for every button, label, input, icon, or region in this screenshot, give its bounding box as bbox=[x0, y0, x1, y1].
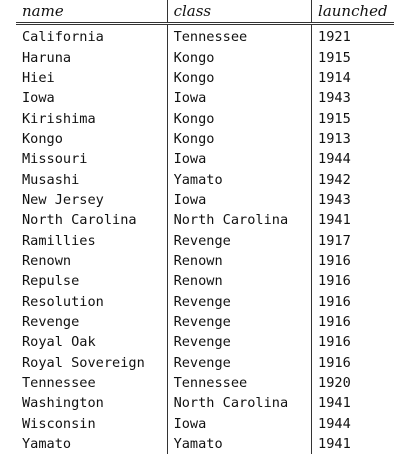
cell-launched: 1915 bbox=[311, 47, 394, 68]
cell-launched: 1917 bbox=[311, 230, 394, 251]
cell-launched: 1944 bbox=[311, 149, 394, 170]
table-row: Ramillies Revenge 1917 bbox=[16, 230, 394, 251]
column-header-name: name bbox=[22, 2, 64, 20]
cell-name: Hiei bbox=[22, 69, 55, 86]
cell-class: Renown bbox=[166, 271, 312, 292]
table-row: Renown Renown 1916 bbox=[16, 250, 394, 272]
column-header-launched: launched bbox=[311, 0, 394, 24]
cell-name: Musashi bbox=[22, 171, 80, 188]
cell-launched: 1941 bbox=[311, 393, 394, 414]
table-body: California Tennessee 1921 Haruna Kongo 1915 Hi… bbox=[16, 23, 394, 455]
cell-name: Kirishima bbox=[22, 110, 96, 127]
cell-class: Kongo bbox=[166, 128, 312, 150]
table-row: Royal Sovereign Revenge 1916 bbox=[16, 352, 394, 373]
cell-class: Renown bbox=[166, 250, 312, 272]
cell-class: Revenge bbox=[166, 352, 312, 373]
table-row: Tennessee Tennessee 1920 bbox=[16, 372, 394, 394]
cell-name: Tennessee bbox=[22, 375, 96, 392]
cell-name: Yamato bbox=[22, 436, 72, 453]
cell-name: Haruna bbox=[22, 49, 72, 66]
table-row: California Tennessee 1921 bbox=[16, 23, 394, 48]
cell-launched: 1915 bbox=[311, 108, 394, 129]
cell-name: Repulse bbox=[22, 273, 80, 290]
cell-class: North Carolina bbox=[166, 210, 312, 231]
table-row: North Carolina North Carolina 1941 bbox=[16, 210, 394, 231]
cell-launched: 1921 bbox=[311, 23, 394, 48]
cell-name: Royal Oak bbox=[22, 334, 96, 351]
cell-name: New Jersey bbox=[22, 191, 104, 208]
cell-name: Wisconsin bbox=[22, 415, 96, 432]
cell-name: Missouri bbox=[22, 151, 88, 168]
table-row: Repulse Renown 1916 bbox=[16, 271, 394, 292]
cell-class: Tennessee bbox=[166, 23, 312, 48]
cell-class: Iowa bbox=[166, 149, 312, 170]
cell-class: Kongo bbox=[166, 108, 312, 129]
cell-launched: 1916 bbox=[311, 332, 394, 353]
cell-name: Ramillies bbox=[22, 232, 96, 249]
cell-launched: 1944 bbox=[311, 413, 394, 434]
cell-name: Iowa bbox=[22, 90, 55, 107]
cell-class: Kongo bbox=[166, 47, 312, 68]
cell-name: Renown bbox=[22, 252, 72, 269]
table-row: Washington North Carolina 1941 bbox=[16, 393, 394, 414]
cell-launched: 1914 bbox=[311, 67, 394, 89]
cell-name: Revenge bbox=[22, 313, 80, 330]
ships-table: name class launched California Tennessee 1… bbox=[16, 0, 394, 455]
cell-name: Washington bbox=[22, 395, 104, 412]
cell-launched: 1941 bbox=[311, 433, 394, 455]
cell-name: Kongo bbox=[22, 130, 63, 147]
cell-name: Royal Sovereign bbox=[22, 354, 145, 371]
cell-launched: 1943 bbox=[311, 189, 394, 211]
table-row: New Jersey Iowa 1943 bbox=[16, 189, 394, 211]
cell-launched: 1916 bbox=[311, 271, 394, 292]
cell-launched: 1920 bbox=[311, 372, 394, 394]
table-header: name class launched bbox=[16, 0, 394, 24]
cell-class: Yamato bbox=[166, 433, 312, 455]
cell-class: Revenge bbox=[166, 291, 312, 312]
cell-name: Resolution bbox=[22, 293, 104, 310]
cell-launched: 1916 bbox=[311, 352, 394, 373]
cell-class: Revenge bbox=[166, 230, 312, 251]
table-row: Hiei Kongo 1914 bbox=[16, 67, 394, 89]
table-row: Yamato Yamato 1941 bbox=[16, 433, 394, 455]
cell-launched: 1916 bbox=[311, 311, 394, 333]
table-row: Iowa Iowa 1943 bbox=[16, 88, 394, 109]
cell-class: Revenge bbox=[166, 332, 312, 353]
cell-launched: 1943 bbox=[311, 88, 394, 109]
cell-class: Tennessee bbox=[166, 372, 312, 394]
cell-name: California bbox=[22, 29, 104, 46]
cell-class: Revenge bbox=[166, 311, 312, 333]
cell-launched: 1913 bbox=[311, 128, 394, 150]
cell-class: Iowa bbox=[166, 88, 312, 109]
table-row: Haruna Kongo 1915 bbox=[16, 47, 394, 68]
table-row: Royal Oak Revenge 1916 bbox=[16, 332, 394, 353]
table-row: Revenge Revenge 1916 bbox=[16, 311, 394, 333]
table-row: Wisconsin Iowa 1944 bbox=[16, 413, 394, 434]
cell-launched: 1942 bbox=[311, 169, 394, 190]
table-row: Resolution Revenge 1916 bbox=[16, 291, 394, 312]
cell-class: Yamato bbox=[166, 169, 312, 190]
cell-class: North Carolina bbox=[166, 393, 312, 414]
cell-class: Iowa bbox=[166, 189, 312, 211]
cell-name: North Carolina bbox=[22, 212, 137, 229]
cell-launched: 1916 bbox=[311, 250, 394, 272]
header-row: name class launched bbox=[16, 0, 394, 24]
table-row: Kongo Kongo 1913 bbox=[16, 128, 394, 150]
cell-launched: 1916 bbox=[311, 291, 394, 312]
cell-class: Iowa bbox=[166, 413, 312, 434]
cell-class: Kongo bbox=[166, 67, 312, 89]
column-header-class: class bbox=[166, 0, 312, 24]
table-row: Kirishima Kongo 1915 bbox=[16, 108, 394, 129]
table-row: Missouri Iowa 1944 bbox=[16, 149, 394, 170]
table-row: Musashi Yamato 1942 bbox=[16, 169, 394, 190]
ships-table-container: name class launched California Tennessee 1… bbox=[16, 0, 394, 455]
cell-launched: 1941 bbox=[311, 210, 394, 231]
